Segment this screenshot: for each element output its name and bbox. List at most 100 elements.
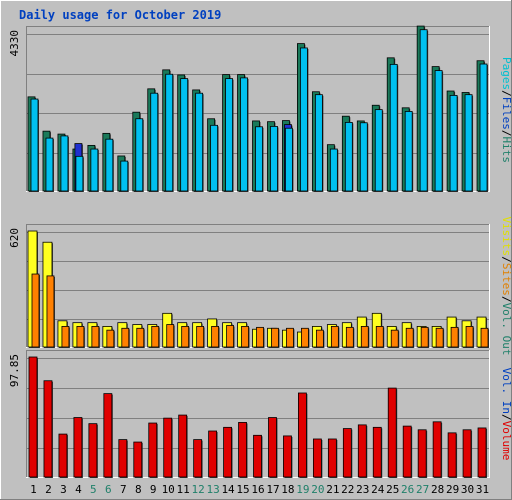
volume-bar — [163, 417, 173, 478]
legend-item: Volume — [500, 421, 512, 461]
files-bar — [225, 78, 233, 192]
legend-item: / — [500, 90, 512, 97]
sites-bar — [286, 327, 294, 348]
sites-bar — [166, 324, 175, 348]
volume-bar — [208, 430, 218, 478]
sites-bar — [226, 325, 234, 348]
files-bar — [464, 94, 473, 192]
x-tick-label: 6 — [105, 483, 112, 496]
sites-bar — [151, 326, 160, 348]
x-tick-label: 12 — [192, 483, 205, 496]
legend-item: Pages — [500, 57, 512, 90]
sites-bar — [136, 327, 145, 348]
sites-bar — [435, 327, 444, 348]
legend-item: / — [500, 414, 512, 421]
sites-bar — [480, 327, 489, 348]
x-tick-label: 5 — [90, 483, 97, 496]
volume-bar — [283, 435, 292, 478]
volume-bar — [238, 422, 247, 478]
files-bar — [45, 137, 54, 192]
volume-bar — [402, 425, 412, 478]
sites-bar — [450, 326, 459, 348]
visits-panel-y-max-label: 620 — [8, 228, 21, 248]
x-tick-label: 21 — [326, 483, 339, 496]
volume-bar — [178, 414, 188, 478]
sites-bar — [61, 326, 70, 348]
volume-bar — [312, 438, 322, 478]
files-bar — [105, 138, 114, 192]
x-tick-label: 11 — [177, 483, 190, 496]
x-tick-label: 10 — [162, 483, 175, 496]
x-tick-label: 17 — [266, 483, 279, 496]
kbytes-panel: 97.85 Vol. In/Volume — [8, 350, 512, 478]
x-tick-label: 28 — [431, 483, 444, 496]
x-tick-label: 18 — [281, 483, 294, 496]
volume-bar — [342, 428, 352, 478]
sites-bar — [106, 329, 115, 348]
files-bar — [180, 78, 189, 192]
x-tick-label: 13 — [206, 483, 219, 496]
files-bar — [344, 121, 353, 192]
x-tick-label: 26 — [401, 483, 414, 496]
x-tick-label: 7 — [120, 483, 127, 496]
files-bar — [135, 118, 144, 192]
x-tick-label: 3 — [60, 483, 67, 496]
files-bar — [329, 148, 338, 192]
sites-bar — [390, 329, 399, 348]
files-bar — [90, 148, 99, 192]
files-bar — [255, 126, 263, 192]
files-bar — [195, 92, 204, 192]
volume-bar — [148, 422, 158, 478]
x-tick-label: 25 — [386, 483, 399, 496]
legend-item: Visits — [500, 216, 512, 256]
legend-item: Vol. In — [500, 368, 512, 414]
visits-panel: 620 Visits/Sites/Vol. Out — [8, 216, 512, 355]
sites-bar — [211, 326, 220, 348]
sites-bar — [196, 326, 205, 348]
legend-item: / — [500, 130, 512, 137]
x-tick-label: 31 — [476, 483, 489, 496]
x-tick-label: 22 — [341, 483, 354, 496]
sites-bar — [301, 327, 309, 348]
files-bar — [60, 135, 69, 192]
files-bar — [240, 77, 248, 192]
sites-bar — [121, 327, 130, 348]
sites-bar — [181, 326, 190, 348]
legend-item: Vol. Out — [500, 303, 512, 356]
x-tick-label: 14 — [221, 483, 235, 496]
legend-item: / — [500, 256, 512, 263]
volume-bar — [118, 439, 128, 478]
sites-bar — [375, 326, 384, 348]
legend-item: Files — [500, 97, 512, 130]
sites-bar — [271, 327, 279, 348]
sites-bar — [46, 275, 55, 348]
hits-panel-legend: Pages/Files/Hits — [500, 57, 512, 163]
sites-bar — [345, 326, 354, 348]
sites-bar — [315, 329, 324, 348]
files-bar — [30, 98, 39, 192]
volume-bar — [462, 429, 472, 478]
x-tick-label: 1 — [30, 483, 37, 496]
sites-bar — [31, 273, 40, 348]
x-tick-label: 24 — [371, 483, 385, 496]
files-bar — [359, 122, 368, 192]
x-tick-label: 23 — [356, 483, 369, 496]
volume-bar — [43, 380, 53, 478]
files-bar — [419, 29, 428, 192]
files-bar — [374, 109, 383, 192]
sites-bar — [91, 326, 100, 348]
sites-bar — [330, 326, 339, 348]
files-bar — [389, 63, 398, 192]
kbytes-panel-legend: Vol. In/Volume — [500, 368, 512, 461]
volume-bar — [432, 421, 442, 478]
volume-bar — [103, 393, 113, 478]
files-bar — [120, 160, 129, 192]
volume-bar — [447, 432, 457, 478]
volume-bar — [73, 417, 83, 478]
sites-bar — [420, 326, 429, 348]
volume-bar — [253, 434, 262, 478]
volume-bar — [28, 356, 38, 478]
volume-bar — [268, 417, 277, 478]
chart-title: Daily usage for October 2019 — [19, 8, 221, 22]
x-tick-label: 4 — [75, 483, 82, 496]
